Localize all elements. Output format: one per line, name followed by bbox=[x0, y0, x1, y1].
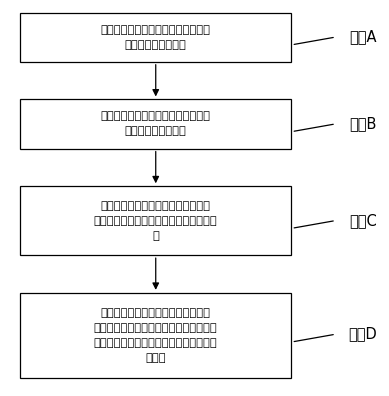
Text: 将所述读取的功率信号进行处理获得: 将所述读取的功率信号进行处理获得 bbox=[101, 112, 211, 122]
Text: 行模式辨识，辨识出低频振荡模式频率和: 行模式辨识，辨识出低频振荡模式频率和 bbox=[94, 338, 217, 348]
Text: 读取电力系统中广域量测系统记录的: 读取电力系统中广域量测系统记录的 bbox=[101, 25, 211, 35]
Text: 步骤B: 步骤B bbox=[349, 116, 377, 131]
Bar bbox=[20, 99, 291, 148]
Text: 阻尼比: 阻尼比 bbox=[145, 352, 166, 363]
Text: 数估计方法，对所述自由衰减响应信号进: 数估计方法，对所述自由衰减响应信号进 bbox=[94, 323, 217, 333]
Text: 步骤A: 步骤A bbox=[349, 29, 377, 44]
Bar bbox=[20, 293, 291, 377]
Text: 步骤C: 步骤C bbox=[349, 213, 377, 228]
Text: 术的输入信号，获得系统自由衰减响应信: 术的输入信号，获得系统自由衰减响应信 bbox=[94, 216, 217, 226]
Text: 步骤D: 步骤D bbox=[349, 327, 377, 342]
Text: 相应的功率波动信号: 相应的功率波动信号 bbox=[125, 126, 187, 137]
Text: 电网联络线功率信号: 电网联络线功率信号 bbox=[125, 40, 187, 50]
Text: 号: 号 bbox=[152, 231, 159, 241]
Bar bbox=[20, 13, 291, 62]
Bar bbox=[20, 186, 291, 255]
Text: 将所述波动信号作为基于随机减量技: 将所述波动信号作为基于随机减量技 bbox=[101, 201, 211, 211]
Text: 基于总体最小二乘旋转不变子空间参: 基于总体最小二乘旋转不变子空间参 bbox=[101, 308, 211, 318]
